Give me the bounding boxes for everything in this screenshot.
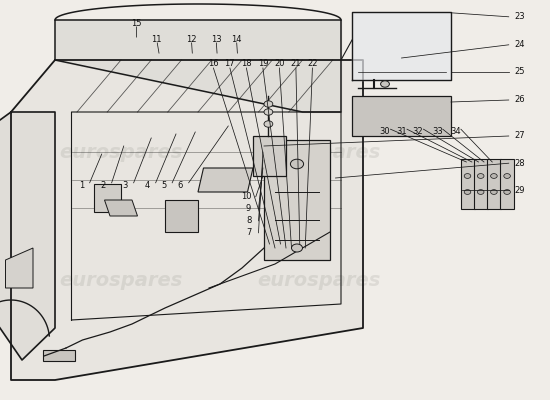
Text: 28: 28 xyxy=(514,159,525,168)
Text: 21: 21 xyxy=(290,60,301,68)
Text: 23: 23 xyxy=(514,12,525,21)
Circle shape xyxy=(477,174,484,178)
Text: 7: 7 xyxy=(246,228,251,237)
Text: 4: 4 xyxy=(145,182,150,190)
Text: 31: 31 xyxy=(396,127,407,136)
Circle shape xyxy=(292,244,302,252)
Text: 9: 9 xyxy=(246,204,251,213)
Text: eurospares: eurospares xyxy=(59,142,183,162)
Text: 27: 27 xyxy=(514,132,525,140)
Polygon shape xyxy=(198,168,253,192)
Text: 25: 25 xyxy=(514,68,525,76)
Text: 6: 6 xyxy=(178,182,183,190)
Text: 30: 30 xyxy=(379,127,390,136)
Circle shape xyxy=(491,190,497,194)
Circle shape xyxy=(264,109,273,115)
Polygon shape xyxy=(55,20,341,112)
Text: 14: 14 xyxy=(231,36,242,44)
FancyBboxPatch shape xyxy=(43,350,75,361)
Text: eurospares: eurospares xyxy=(257,270,381,290)
Circle shape xyxy=(504,190,510,194)
Text: 17: 17 xyxy=(224,60,235,68)
Circle shape xyxy=(477,190,484,194)
Circle shape xyxy=(504,174,510,178)
Circle shape xyxy=(290,159,304,169)
Text: 20: 20 xyxy=(274,60,285,68)
Text: 19: 19 xyxy=(257,60,268,68)
Text: 2: 2 xyxy=(101,182,106,190)
Circle shape xyxy=(464,190,471,194)
FancyBboxPatch shape xyxy=(487,159,501,209)
Polygon shape xyxy=(165,200,198,232)
Circle shape xyxy=(491,174,497,178)
Text: 26: 26 xyxy=(514,96,525,104)
Text: 29: 29 xyxy=(514,186,525,195)
Polygon shape xyxy=(0,112,55,360)
Polygon shape xyxy=(11,60,363,380)
Text: 8: 8 xyxy=(246,216,251,225)
Polygon shape xyxy=(352,12,451,80)
Polygon shape xyxy=(352,96,451,136)
Text: 22: 22 xyxy=(307,60,318,68)
FancyBboxPatch shape xyxy=(461,159,475,209)
Text: 34: 34 xyxy=(450,127,461,136)
Circle shape xyxy=(264,101,273,107)
Polygon shape xyxy=(264,140,330,260)
Text: 5: 5 xyxy=(161,182,167,190)
Text: 10: 10 xyxy=(240,192,251,201)
FancyBboxPatch shape xyxy=(500,159,514,209)
Text: 18: 18 xyxy=(241,60,252,68)
Polygon shape xyxy=(253,136,286,176)
Circle shape xyxy=(464,174,471,178)
Text: 3: 3 xyxy=(123,182,128,190)
Polygon shape xyxy=(104,200,138,216)
Text: 12: 12 xyxy=(186,36,197,44)
Text: 1: 1 xyxy=(79,182,84,190)
Polygon shape xyxy=(94,184,121,212)
Text: 33: 33 xyxy=(432,127,443,136)
Text: 16: 16 xyxy=(208,60,219,68)
FancyBboxPatch shape xyxy=(474,159,488,209)
Polygon shape xyxy=(6,248,33,288)
Text: 24: 24 xyxy=(514,40,525,49)
Text: 15: 15 xyxy=(131,20,142,28)
Polygon shape xyxy=(55,20,341,112)
Text: eurospares: eurospares xyxy=(257,142,381,162)
Circle shape xyxy=(264,121,273,127)
Circle shape xyxy=(381,81,389,87)
Text: 11: 11 xyxy=(151,36,162,44)
Text: eurospares: eurospares xyxy=(59,270,183,290)
Text: 32: 32 xyxy=(412,127,424,136)
Text: 13: 13 xyxy=(211,36,222,44)
